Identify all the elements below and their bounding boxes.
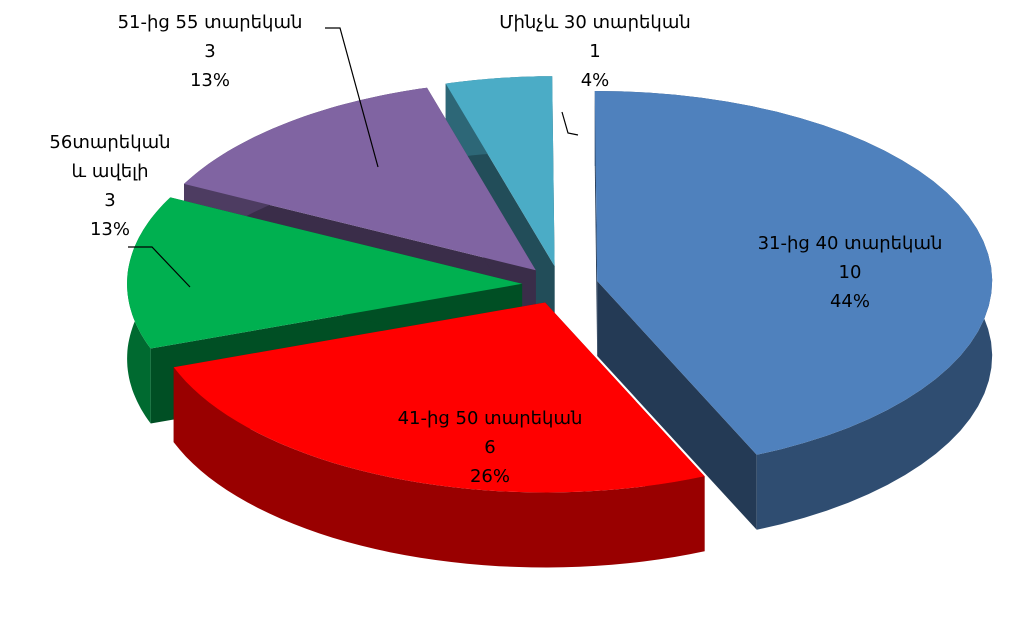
slice-top	[184, 87, 536, 271]
slice	[594, 91, 993, 530]
slice-top	[173, 302, 705, 493]
data-label: 51-ից 55 տարեկան 3 13%	[80, 8, 340, 95]
label-percent: 13%	[189, 70, 230, 91]
label-value: 6	[484, 437, 496, 458]
label-name: 31-ից 40 տարեկան	[757, 233, 943, 254]
leader-line	[325, 27, 379, 168]
label-percent: 44%	[829, 291, 870, 312]
data-label: 31-ից 40 տարեկան 10 44%	[700, 229, 1000, 316]
label-value: 1	[589, 41, 601, 62]
label-value: 10	[838, 262, 862, 283]
label-percent: 26%	[469, 466, 510, 487]
label-name: 41-ից 50 տարեկան	[397, 408, 583, 429]
label-percent: 4%	[580, 70, 610, 91]
slice-top	[127, 197, 523, 349]
label-value: 3	[204, 41, 216, 62]
label-percent: 13%	[89, 219, 130, 240]
label-value: 3	[104, 190, 116, 211]
slice-side	[597, 281, 757, 530]
slice-top	[594, 91, 993, 455]
data-label: 56տարեկան և ավելի 3 13%	[10, 128, 210, 244]
slice-top	[445, 76, 555, 267]
slice-wall	[173, 367, 705, 568]
label-name: Մինչև 30 տարեկան	[499, 12, 691, 33]
data-label: Մինչև 30 տարեկան 1 4%	[465, 8, 725, 95]
label-name: 51-ից 55 տարեկան	[117, 12, 303, 33]
label-name: 56տարեկան և ավելի	[49, 132, 171, 182]
data-label: 41-ից 50 տարեկան 6 26%	[360, 404, 620, 491]
slice	[173, 302, 705, 568]
leader-line	[561, 111, 579, 136]
leader-line	[128, 246, 191, 288]
